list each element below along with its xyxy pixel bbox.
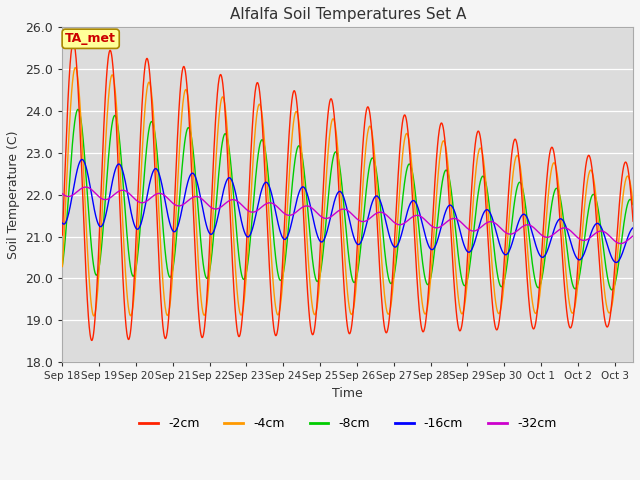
X-axis label: Time: Time [332, 387, 363, 400]
Text: TA_met: TA_met [65, 32, 116, 45]
Title: Alfalfa Soil Temperatures Set A: Alfalfa Soil Temperatures Set A [230, 7, 466, 22]
Legend: -2cm, -4cm, -8cm, -16cm, -32cm: -2cm, -4cm, -8cm, -16cm, -32cm [134, 412, 561, 435]
Y-axis label: Soil Temperature (C): Soil Temperature (C) [7, 131, 20, 259]
